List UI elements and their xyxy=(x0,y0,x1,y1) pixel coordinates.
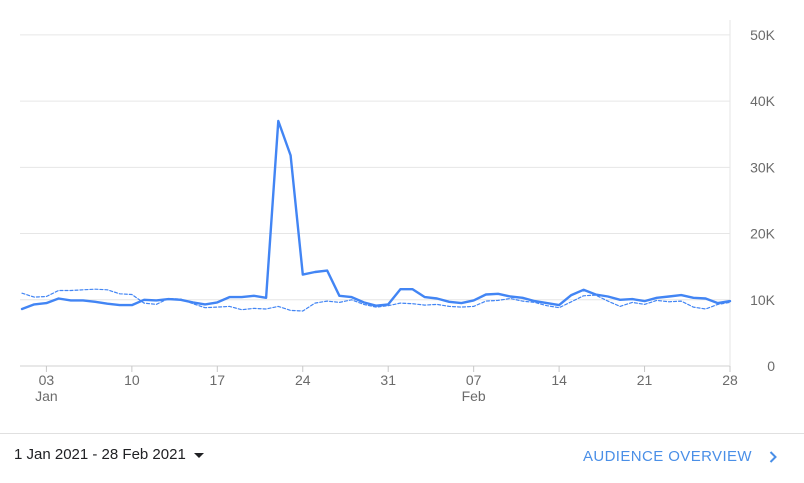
x-tick-label: 10 xyxy=(124,372,140,388)
audience-overview-label: AUDIENCE OVERVIEW xyxy=(582,448,752,465)
x-tick-label: 03 xyxy=(39,372,55,388)
x-tick-label: 07 xyxy=(466,372,482,388)
y-tick-label: 40K xyxy=(750,93,776,109)
x-tick-sublabel: Feb xyxy=(462,388,486,404)
series-line-primary xyxy=(20,119,732,311)
caret-down-icon xyxy=(193,453,204,458)
x-tick-label: 31 xyxy=(380,372,396,388)
y-tick-label: 30K xyxy=(750,159,776,175)
y-tick-label: 20K xyxy=(750,226,776,242)
audience-overview-link[interactable]: AUDIENCE OVERVIEW xyxy=(583,448,780,465)
date-range-label: 1 Jan 2021 - 28 Feb 2021 xyxy=(14,446,186,463)
x-tick-label: 21 xyxy=(637,372,653,388)
chevron-right-icon xyxy=(769,450,777,463)
x-tick-label: 28 xyxy=(722,372,738,388)
y-tick-label: 0 xyxy=(767,358,775,374)
x-tick-label: 17 xyxy=(210,372,226,388)
footer-divider xyxy=(0,433,804,434)
y-axis-labels: 0 10K 20K 30K 40K 50K xyxy=(750,27,776,374)
series-lines xyxy=(20,119,732,312)
series-line-comparison xyxy=(21,288,731,312)
y-tick-label: 10K xyxy=(750,292,776,308)
date-range-selector[interactable]: 1 Jan 2021 - 28 Feb 2021 xyxy=(14,446,204,463)
x-tick-label: 24 xyxy=(295,372,311,388)
x-tick-sublabel: Jan xyxy=(35,388,58,404)
x-tick-label: 14 xyxy=(551,372,567,388)
grid-lines xyxy=(20,20,731,368)
y-tick-label: 50K xyxy=(750,27,776,43)
x-axis-ticks xyxy=(45,366,731,372)
